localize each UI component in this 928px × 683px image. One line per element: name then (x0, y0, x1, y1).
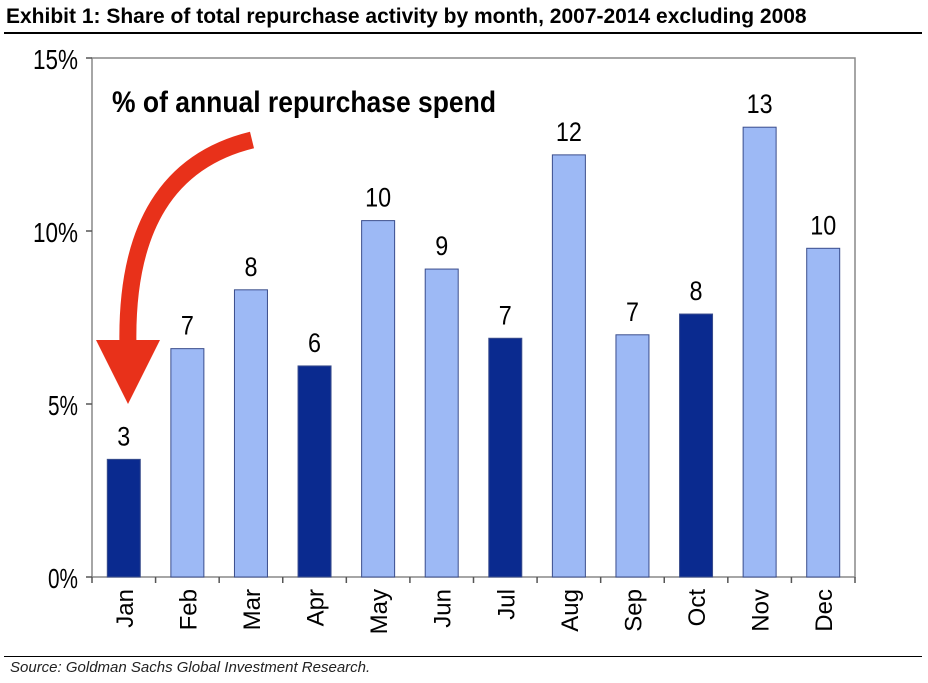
bar-dec (806, 247, 841, 578)
bar-sep (615, 334, 650, 578)
chart-annotation: % of annual repurchase spend (112, 86, 496, 119)
y-tick-label: 15% (33, 44, 78, 75)
chart-title: Exhibit 1: Share of total repurchase act… (6, 5, 807, 28)
x-tick-label: Mar (239, 589, 266, 630)
bar-jun (424, 268, 459, 578)
data-label: 10 (810, 210, 836, 240)
data-label: 7 (181, 311, 194, 341)
x-tick-label: Nov (748, 589, 775, 632)
x-tick-label: Jan (112, 589, 139, 628)
bar-may (361, 220, 396, 578)
data-label: 8 (244, 252, 257, 282)
x-tick-label: Oct (684, 589, 711, 627)
x-tick-label: Apr (303, 589, 330, 626)
data-label: 9 (435, 231, 448, 261)
data-label: 3 (117, 421, 130, 451)
bar-oct (679, 313, 714, 578)
bar-feb (170, 348, 205, 578)
data-label: 12 (556, 117, 582, 147)
arrow-icon (96, 131, 255, 404)
title-rule (4, 32, 922, 34)
plot-frame (91, 57, 856, 578)
y-tick-label: 5% (48, 390, 78, 421)
x-tick-label: Aug (557, 589, 584, 632)
data-label: 10 (365, 183, 391, 213)
bar-jan (106, 458, 141, 578)
data-label: 7 (626, 297, 639, 327)
x-tick-label: Feb (175, 589, 202, 630)
data-label: 7 (499, 300, 512, 330)
bar-jul (488, 337, 523, 578)
data-label: 13 (747, 89, 773, 119)
y-tick-label: 10% (33, 217, 78, 248)
bar-aug (551, 154, 586, 578)
x-tick-label: May (366, 589, 393, 634)
source-rule (4, 656, 922, 657)
data-label: 8 (690, 276, 703, 306)
bar-nov (742, 126, 777, 578)
data-label: 6 (308, 328, 321, 358)
bar-apr (297, 365, 332, 578)
x-tick-label: Jul (493, 589, 520, 620)
source-note: Source: Goldman Sachs Global Investment … (10, 659, 371, 676)
x-tick-label: Dec (811, 589, 838, 632)
y-tick-label: 0% (48, 563, 78, 594)
x-tick-label: Jun (430, 589, 457, 628)
bar-mar (233, 289, 268, 578)
x-tick-label: Sep (620, 589, 647, 632)
